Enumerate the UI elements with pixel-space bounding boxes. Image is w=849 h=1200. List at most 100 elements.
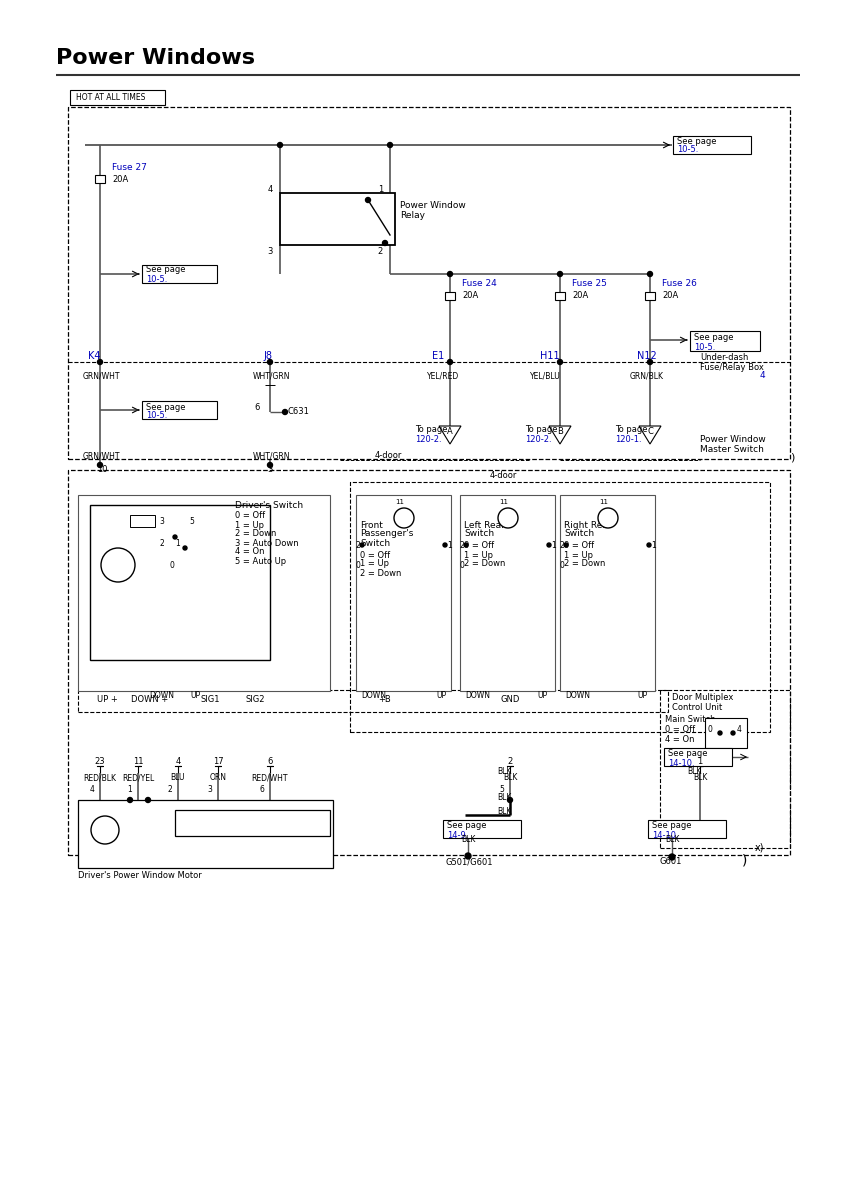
Circle shape xyxy=(278,143,283,148)
Text: Master Switch: Master Switch xyxy=(700,445,764,455)
Text: UP: UP xyxy=(436,690,446,700)
Text: Switch: Switch xyxy=(464,529,494,539)
Text: 1: 1 xyxy=(697,757,703,767)
Text: See page: See page xyxy=(668,750,707,758)
Text: RED/BLK: RED/BLK xyxy=(83,774,116,782)
Text: ): ) xyxy=(790,452,795,463)
Text: 0: 0 xyxy=(459,560,464,570)
Text: 2: 2 xyxy=(160,539,165,547)
Circle shape xyxy=(183,546,187,550)
Text: ORN: ORN xyxy=(210,774,227,782)
Text: ): ) xyxy=(742,853,747,866)
Text: 2: 2 xyxy=(508,757,513,767)
Text: UP: UP xyxy=(190,690,200,700)
Text: Fuse 27: Fuse 27 xyxy=(112,163,147,173)
Text: 1: 1 xyxy=(651,540,655,550)
Text: GRN/WHT: GRN/WHT xyxy=(83,372,121,380)
Text: M: M xyxy=(98,823,111,836)
Text: 3: 3 xyxy=(160,517,165,527)
Circle shape xyxy=(718,731,722,734)
Text: 0 = Off: 0 = Off xyxy=(665,726,695,734)
Bar xyxy=(70,90,165,104)
Circle shape xyxy=(145,798,150,803)
Bar xyxy=(175,810,330,836)
Text: 3 = Auto Down: 3 = Auto Down xyxy=(235,539,299,547)
Text: 3: 3 xyxy=(267,466,273,474)
Text: 11: 11 xyxy=(599,499,609,505)
Text: Driver's Switch: Driver's Switch xyxy=(235,502,303,510)
Text: HOT AT ALL TIMES: HOT AT ALL TIMES xyxy=(76,92,145,102)
Text: Relay: Relay xyxy=(400,210,425,220)
Text: See page: See page xyxy=(447,822,486,830)
Text: Fuse/Relay Box: Fuse/Relay Box xyxy=(700,362,764,372)
Bar xyxy=(690,331,760,350)
Text: Front: Front xyxy=(360,521,383,529)
Text: 10-5.: 10-5. xyxy=(677,145,699,155)
Text: 3: 3 xyxy=(207,785,212,793)
Text: 2 = Down: 2 = Down xyxy=(564,559,605,569)
Bar xyxy=(130,515,155,527)
Bar xyxy=(90,505,270,660)
Text: RED/WHT: RED/WHT xyxy=(252,774,289,782)
Text: 4: 4 xyxy=(737,725,742,733)
Text: Driver's Power Window Motor: Driver's Power Window Motor xyxy=(78,870,202,880)
Text: BLK: BLK xyxy=(497,792,511,802)
Text: 2: 2 xyxy=(378,247,383,257)
Text: YEL/BLU: YEL/BLU xyxy=(530,372,560,380)
Text: 1 = Up: 1 = Up xyxy=(360,559,389,569)
Text: BLK: BLK xyxy=(693,774,707,782)
Text: 2 = Down: 2 = Down xyxy=(464,559,505,569)
Bar xyxy=(673,136,751,154)
Bar xyxy=(78,800,333,868)
Text: GRN/BLK: GRN/BLK xyxy=(630,372,664,380)
Text: 11: 11 xyxy=(132,757,143,767)
Text: 0 = Off: 0 = Off xyxy=(360,551,391,559)
Circle shape xyxy=(558,360,563,365)
Text: BLK: BLK xyxy=(687,767,701,775)
Circle shape xyxy=(464,542,468,547)
Bar xyxy=(95,175,105,182)
Bar xyxy=(350,482,770,732)
Circle shape xyxy=(267,360,273,365)
Text: 11: 11 xyxy=(499,499,509,505)
Circle shape xyxy=(127,798,132,803)
Bar xyxy=(78,494,330,691)
Text: 10: 10 xyxy=(97,466,108,474)
Text: 0 = Off: 0 = Off xyxy=(235,511,265,521)
Text: YEL/RED: YEL/RED xyxy=(427,372,459,380)
Text: 0 = Off: 0 = Off xyxy=(464,541,494,551)
Text: RED/YEL: RED/YEL xyxy=(122,774,155,782)
Text: K4: K4 xyxy=(88,350,100,361)
Text: 4 = On: 4 = On xyxy=(235,547,265,557)
Circle shape xyxy=(443,542,447,547)
Text: 120-2.: 120-2. xyxy=(525,434,552,444)
Circle shape xyxy=(558,271,563,276)
Text: Fuse 25: Fuse 25 xyxy=(572,278,607,288)
Text: 2: 2 xyxy=(459,540,464,550)
Text: 10-5.: 10-5. xyxy=(146,412,167,420)
Text: 14-10.: 14-10. xyxy=(668,758,694,768)
Text: 1 = Up: 1 = Up xyxy=(235,521,264,529)
Circle shape xyxy=(547,542,551,547)
Text: 5: 5 xyxy=(189,517,194,527)
Text: E1: E1 xyxy=(432,350,444,361)
Text: H11: H11 xyxy=(540,350,559,361)
Circle shape xyxy=(498,508,518,528)
Text: 1: 1 xyxy=(127,785,132,793)
Polygon shape xyxy=(439,426,461,444)
Text: WHT/GRN: WHT/GRN xyxy=(253,372,290,380)
Text: 1 = Up: 1 = Up xyxy=(464,551,493,559)
Circle shape xyxy=(387,143,392,148)
Circle shape xyxy=(360,542,364,547)
Text: x): x) xyxy=(755,842,764,853)
Text: 2 = Down: 2 = Down xyxy=(235,529,277,539)
Text: 4-door: 4-door xyxy=(490,472,517,480)
Text: 0: 0 xyxy=(355,560,360,570)
Text: C631: C631 xyxy=(288,408,310,416)
Text: Under-dash: Under-dash xyxy=(700,354,748,362)
Text: DOWN: DOWN xyxy=(565,690,591,700)
Text: G501/G601: G501/G601 xyxy=(446,858,493,866)
Text: 10-5.: 10-5. xyxy=(146,275,167,283)
Bar xyxy=(648,820,726,838)
Circle shape xyxy=(598,508,618,528)
